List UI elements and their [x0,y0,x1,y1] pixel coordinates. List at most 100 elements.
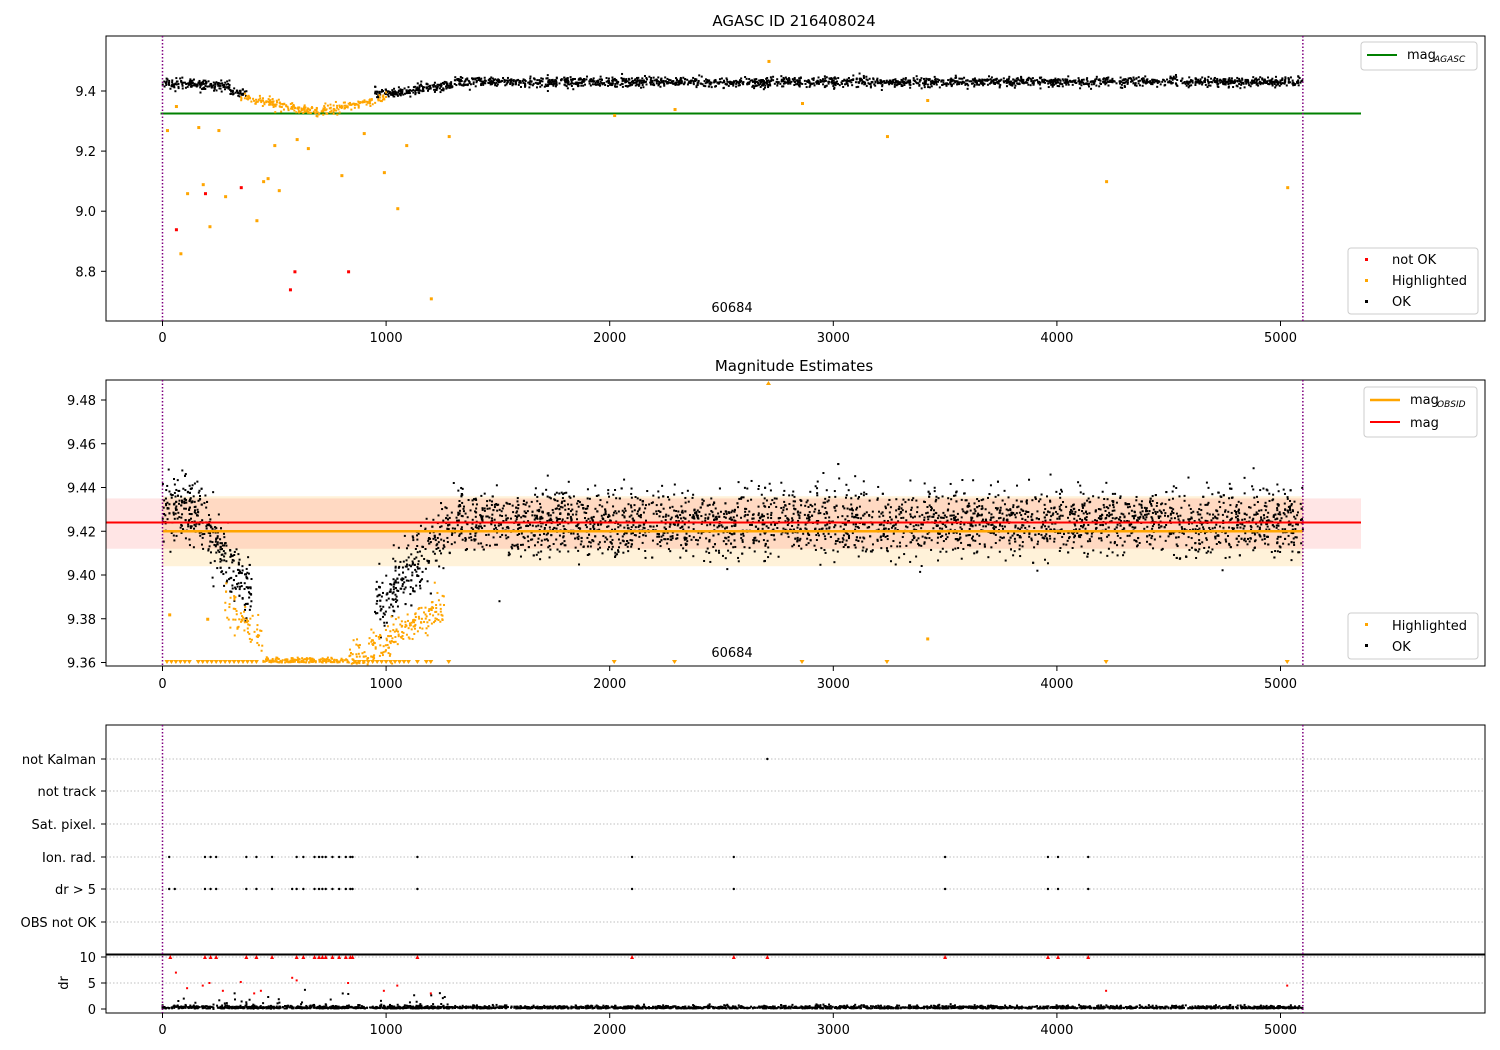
ok-point [885,547,888,550]
ok-point [532,82,535,85]
ok-point [763,532,766,535]
ok-point [451,85,454,88]
ok-point [1051,80,1054,83]
ok-point [623,511,626,514]
ok-point [736,506,739,509]
ok-point [201,88,204,91]
ok-point [163,499,166,502]
ok-point [1242,81,1245,84]
ok-point [735,82,738,85]
ok-point [865,84,868,87]
ok-point [1065,505,1068,508]
ok-point [1018,535,1021,538]
ok-point [414,91,417,94]
ok-point [1024,526,1027,529]
ok-point [956,80,959,83]
ok-point [838,84,841,87]
ok-point [740,533,743,536]
ok-point [553,82,556,85]
ok-point [1064,78,1067,81]
ok-point [381,581,384,584]
ok-point [700,75,703,78]
ok-point [219,538,222,541]
ok-point [192,495,195,498]
ok-point [215,527,218,530]
ok-point [1022,509,1025,512]
ok-point [559,505,562,508]
ok-point [1119,497,1122,500]
ok-point [642,86,645,89]
ok-point [228,86,231,89]
ok-point [650,502,653,505]
ok-point [949,514,952,517]
ok-point [938,527,941,530]
ok-point [1061,514,1064,517]
ok-point [539,80,542,83]
ok-point [182,81,185,84]
highlighted-point [290,105,293,108]
ok-point [1178,520,1181,523]
ok-point [1019,536,1022,539]
ok-point [1268,528,1271,531]
ok-point [597,543,600,546]
ok-point [402,93,405,96]
ok-point [1040,76,1043,79]
ok-point [672,80,675,83]
ok-point [548,544,551,547]
ok-point [1049,499,1052,502]
ok-point [695,85,698,88]
ok-point [453,82,456,85]
highlighted-point [378,99,381,102]
ok-point [537,524,540,527]
ok-point [1067,83,1070,86]
ok-point [806,532,809,535]
ok-point [894,78,897,81]
ok-point [1296,80,1299,83]
ok-point [598,541,601,544]
ok-point [1213,526,1216,529]
ok-point [1063,81,1066,84]
ok-point [499,523,502,526]
ok-point [1106,554,1109,557]
highlighted-point [346,106,349,109]
ok-point [463,505,466,508]
ok-point [481,507,484,510]
ok-point [1044,558,1047,561]
ok-point [674,82,677,85]
ok-point [581,78,584,81]
ok-point [597,494,600,497]
ok-point [1092,81,1095,84]
ok-point [933,75,936,78]
ok-point [611,545,614,548]
ok-point [1052,512,1055,515]
ok-point [781,511,784,514]
ok-point [1082,492,1085,495]
ok-point [446,82,449,85]
ok-point [164,497,167,500]
ok-point [703,80,706,83]
ok-point [196,83,199,86]
ok-point [1104,83,1107,86]
ok-point [168,81,171,84]
ok-point [424,567,427,570]
ok-point [1081,505,1084,508]
ok-point [221,82,224,85]
ok-point [439,91,442,94]
ok-point [1150,504,1153,507]
ok-point [237,92,240,95]
ok-point [1271,83,1274,86]
ok-point [1260,516,1263,519]
ok-point [1161,502,1164,505]
ok-point [1090,83,1093,86]
ok-point [1086,499,1089,502]
ok-point [1138,84,1141,87]
ok-point [1082,78,1085,81]
ok-point [709,83,712,86]
ok-point [387,90,390,93]
ok-point [1198,508,1201,511]
ok-point [660,80,663,83]
ok-point [184,507,187,510]
ok-point [543,526,546,529]
highlighted-point [333,109,336,112]
ok-point [902,516,905,519]
